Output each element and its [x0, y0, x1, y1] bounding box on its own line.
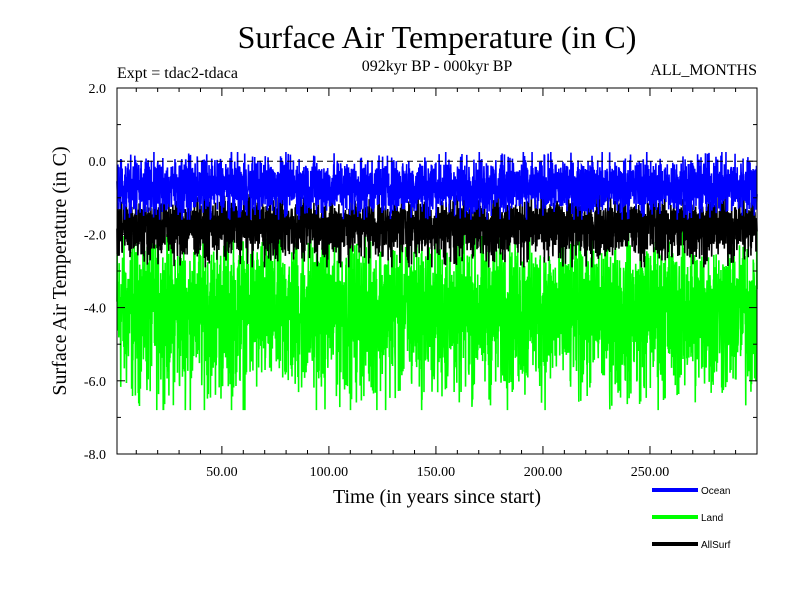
y-axis-label: Surface Air Temperature (in C) [49, 146, 71, 395]
months-label: ALL_MONTHS [650, 62, 757, 79]
legend-label-ocean: Ocean [701, 486, 730, 497]
x-tick-label: 250.00 [631, 465, 670, 480]
axis-ticks: 50.00 100.00 150.00 200.00 250.00 2.0 0.0 -2.0 -… [84, 82, 757, 480]
x-tick-label: 50.00 [206, 465, 238, 480]
y-tick-label: 0.0 [89, 155, 107, 170]
experiment-label: Expt = tdac2-tdaca [117, 65, 238, 82]
chart-title: Surface Air Temperature (in C) [238, 19, 637, 55]
x-axis-label: Time (in years since start) [333, 486, 541, 508]
y-tick-label: -6.0 [84, 375, 106, 390]
legend: Ocean Land AllSurf [652, 486, 731, 551]
y-tick-label: -4.0 [84, 302, 106, 317]
x-tick-label: 100.00 [310, 465, 349, 480]
legend-label-allsurf: AllSurf [701, 540, 731, 551]
x-tick-label: 200.00 [524, 465, 563, 480]
y-tick-label: -2.0 [84, 228, 106, 243]
series-line-ocean [116, 151, 758, 220]
series-line-allsurf [116, 194, 758, 268]
y-tick-label: 2.0 [89, 82, 107, 97]
series-line-land [116, 230, 758, 411]
chart-subtitle: 092kyr BP - 000kyr BP [362, 58, 513, 75]
y-tick-label: -8.0 [84, 448, 106, 463]
legend-label-land: Land [701, 513, 723, 524]
series-layer [116, 151, 758, 411]
x-tick-label: 150.00 [417, 465, 456, 480]
